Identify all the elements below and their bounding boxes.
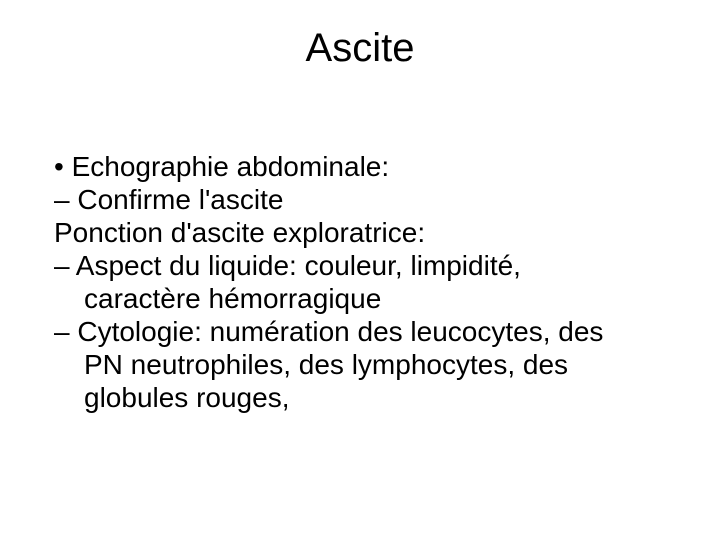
body-line-3: Ponction d'ascite exploratrice: [54, 216, 666, 249]
slide: Ascite • Echographie abdominale: – Confi… [0, 0, 720, 540]
dash-line-2: – Aspect du liquide: couleur, limpidité, [54, 249, 666, 282]
cont-line-7: PN neutrophiles, des lymphocytes, des [54, 348, 666, 381]
bullet-line-1: • Echographie abdominale: [54, 150, 666, 183]
slide-title: Ascite [0, 26, 720, 71]
slide-body: • Echographie abdominale: – Confirme l'a… [54, 150, 666, 414]
cont-line-8: globules rouges, [54, 381, 666, 414]
dash-line-1: – Confirme l'ascite [54, 183, 666, 216]
cont-line-5: caractère hémorragique [54, 282, 666, 315]
dash-line-3: – Cytologie: numération des leucocytes, … [54, 315, 666, 348]
